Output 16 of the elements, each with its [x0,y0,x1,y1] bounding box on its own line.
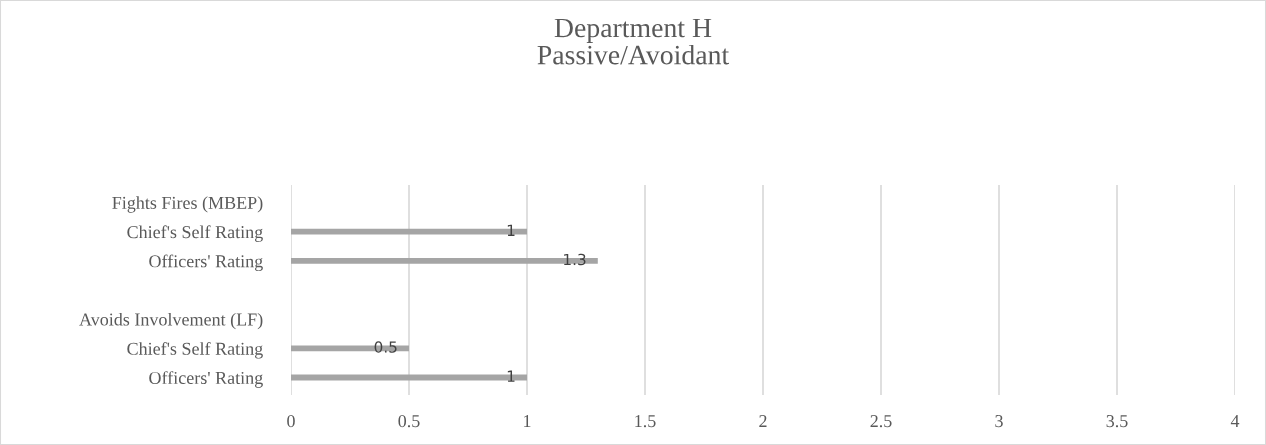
y-tick-label: Fights Fires (MBEP) [112,196,263,213]
x-tick-label: 3 [995,415,1003,428]
x-tick-label: 0.5 [398,414,420,428]
x-tick-label: 0 [287,414,295,428]
y-tick-label: Avoids Involvement (LF) [79,312,263,330]
chart-title: Department H Passive/Avoidant [537,18,730,65]
y-tick-label: Chief's Self Rating [127,341,263,359]
x-tick-label: 3.5 [1106,415,1128,428]
x-tick-label: 2 [759,415,767,427]
x-tick-label: 4 [1230,415,1240,427]
y-tick-label: Chief's Self Rating [127,225,263,242]
y-tick-label: Officers' Rating [149,371,263,388]
y-tick-label: Officers' Rating [149,254,263,272]
x-tick-label: 2.5 [870,415,892,428]
x-tick-label: 1.5 [635,415,656,428]
x-tick-label: 1 [524,415,531,427]
